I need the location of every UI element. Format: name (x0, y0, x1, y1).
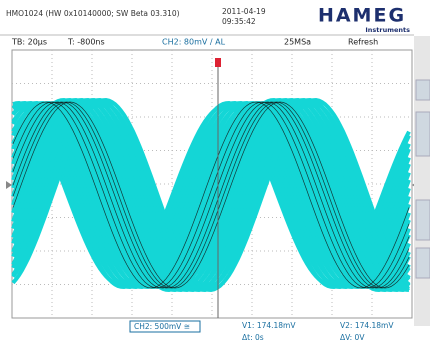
oscilloscope-screen: HMO1024 (HW 0x10140000; SW Beta 03.310) … (0, 0, 430, 350)
cursor-dt: Δt: 0s (242, 333, 264, 342)
menu-tab[interactable] (416, 248, 430, 278)
cursor-dv: ΔV: 0V (340, 333, 365, 342)
display: HMO1024 (HW 0x10140000; SW Beta 03.310) … (0, 0, 430, 350)
sample-rate: 25MSa (284, 38, 311, 47)
channel-scale: CH2: 500mV ≅ (134, 322, 190, 331)
cursor-v2: V2: 174.18mV (340, 321, 394, 330)
menu-tab[interactable] (416, 200, 430, 240)
trigger-time: T: -800ns (67, 38, 105, 47)
acq-mode[interactable]: Refresh (348, 38, 378, 47)
timebase: TB: 20µs (11, 38, 47, 47)
time: 09:35:42 (222, 17, 256, 26)
logo-sub: Instruments (365, 26, 410, 34)
menu-tab[interactable] (416, 80, 430, 100)
logo: HAMEG (318, 5, 406, 27)
trigger-marker (215, 58, 221, 67)
channel-marker (6, 181, 12, 189)
cursor-v1: V1: 174.18mV (242, 321, 296, 330)
menu-tab[interactable] (416, 112, 430, 156)
date: 2011-04-19 (222, 7, 266, 16)
device-info: HMO1024 (HW 0x10140000; SW Beta 03.310) (6, 9, 180, 18)
channel-info: CH2: 80mV / AL (162, 38, 226, 47)
